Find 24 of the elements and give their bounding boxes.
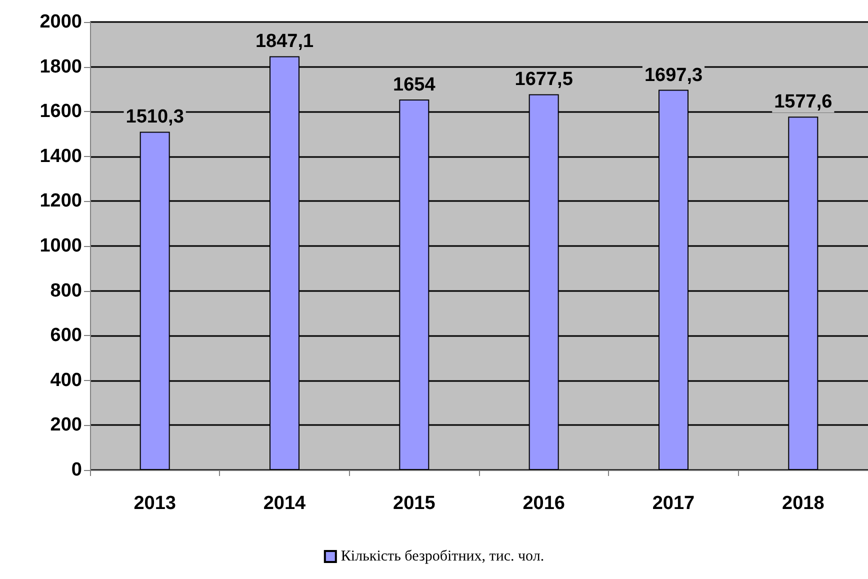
y-tick-label: 0: [71, 460, 82, 480]
x-tick-label: 2018: [782, 493, 824, 514]
y-tick-label: 2000: [40, 12, 82, 32]
x-tick-label: 2015: [393, 493, 436, 514]
data-label: 1677,5: [514, 69, 574, 90]
y-tick-label: 600: [50, 325, 82, 346]
x-tick-label: 2017: [652, 493, 695, 514]
y-tick-label: 200: [50, 414, 82, 436]
y-tick-label: 400: [50, 370, 82, 391]
data-label: 1654: [393, 74, 436, 96]
y-tick-label: 1400: [40, 146, 82, 167]
y-tick-label: 1000: [40, 236, 82, 256]
legend-label: Кількість безробітних, тис. чол.: [340, 548, 544, 564]
x-tick-label: 2014: [263, 493, 306, 514]
y-tick-label: 1600: [40, 101, 82, 122]
data-label: 1697,3: [644, 64, 703, 86]
y-tick-label: 1800: [40, 56, 82, 78]
data-label: 1510,3: [126, 106, 184, 128]
y-tick-label: 800: [50, 280, 82, 302]
y-tick-label: 1200: [40, 190, 82, 212]
x-tick-label: 2016: [522, 493, 565, 514]
data-label: 1847,1: [255, 31, 314, 52]
x-tick-label: 2013: [134, 493, 176, 514]
data-label: 1577,6: [774, 92, 832, 113]
